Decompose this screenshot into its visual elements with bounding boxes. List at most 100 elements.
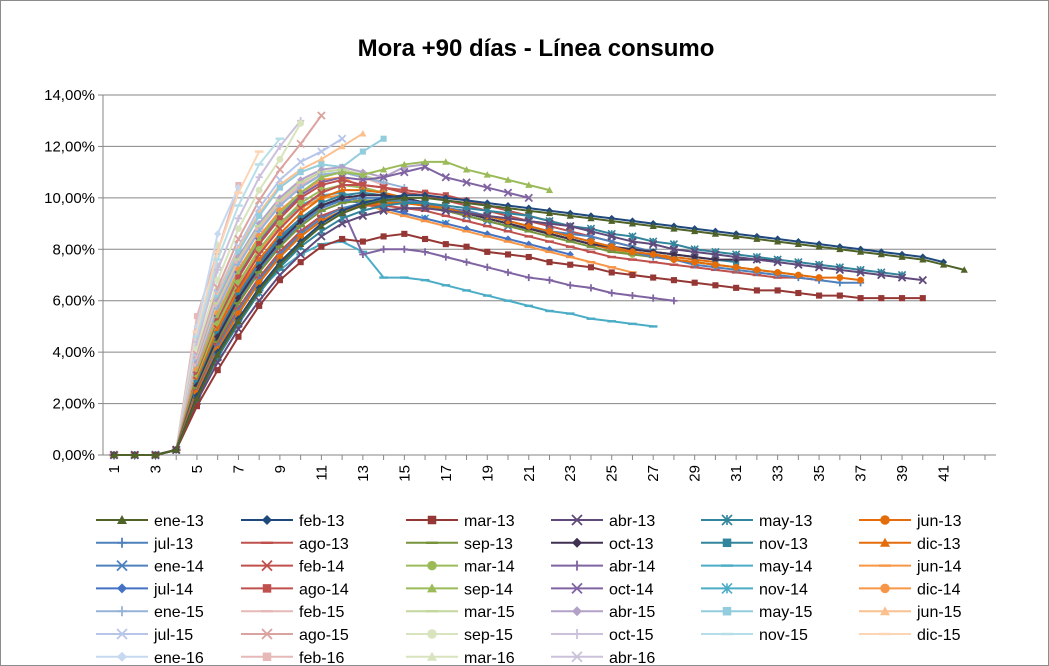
- data-point: [117, 606, 127, 617]
- data-point: [338, 163, 346, 171]
- data-point: [262, 515, 272, 525]
- data-point: [773, 257, 782, 267]
- data-point: [235, 225, 242, 233]
- data-point: [255, 235, 263, 242]
- legend-label: dic-14: [917, 581, 961, 598]
- legend-label: jun-15: [916, 604, 962, 621]
- legend-label: abr-14: [609, 559, 655, 576]
- data-point: [255, 186, 263, 194]
- data-point: [880, 606, 890, 616]
- data-point: [427, 629, 437, 639]
- data-point: [401, 187, 408, 194]
- data-point: [566, 221, 575, 231]
- data-point: [649, 294, 657, 302]
- series-line: [114, 114, 323, 456]
- series-line: [114, 232, 923, 456]
- data-point: [629, 248, 636, 256]
- data-point: [420, 203, 430, 213]
- data-point: [317, 201, 325, 210]
- data-point: [628, 291, 637, 300]
- data-point: [317, 194, 325, 201]
- legend-label: jul-15: [153, 627, 193, 644]
- data-point: [297, 217, 305, 225]
- data-point: [628, 219, 637, 227]
- legend-item: feb-14: [241, 559, 344, 576]
- data-point: [648, 239, 658, 249]
- data-point: [572, 560, 582, 571]
- data-point: [317, 222, 325, 230]
- data-point: [296, 139, 305, 149]
- series-line: [114, 207, 923, 456]
- data-point: [379, 173, 388, 182]
- data-point: [441, 206, 451, 215]
- data-point: [110, 451, 118, 458]
- data-point: [629, 271, 636, 279]
- data-point: [524, 216, 533, 226]
- data-point: [567, 261, 574, 268]
- data-point: [275, 165, 285, 174]
- data-point: [880, 515, 890, 525]
- legend-item: nov-15: [701, 627, 808, 644]
- data-point: [317, 111, 326, 120]
- data-point: [297, 176, 305, 184]
- x-tick-label: 15: [396, 465, 413, 482]
- data-point: [235, 333, 242, 340]
- data-point: [442, 196, 450, 204]
- y-tick-label: 2,00%: [52, 396, 95, 413]
- data-point: [193, 403, 201, 410]
- data-point: [504, 251, 512, 258]
- data-point: [255, 173, 263, 181]
- data-point: [483, 263, 491, 271]
- data-point: [670, 256, 678, 263]
- data-point: [753, 235, 761, 242]
- legend-item: ene-14: [96, 559, 204, 576]
- legend-label: jul-14: [153, 581, 193, 598]
- data-point: [545, 219, 554, 228]
- data-point: [427, 560, 437, 571]
- data-point: [339, 235, 346, 243]
- data-point: [691, 258, 699, 266]
- legend-label: may-13: [759, 513, 812, 530]
- legend-item: abr-14: [551, 559, 655, 576]
- data-point: [276, 230, 284, 237]
- x-tick-label: 35: [811, 465, 828, 482]
- x-tick-label: 9: [272, 465, 289, 473]
- data-point: [379, 183, 388, 192]
- data-point: [441, 173, 451, 182]
- data-point: [857, 295, 864, 302]
- data-point: [483, 211, 492, 221]
- legend-item: abr-15: [551, 604, 655, 621]
- legend-item: mar-14: [406, 559, 515, 576]
- legend-item: ene-16: [96, 650, 204, 665]
- data-point: [649, 222, 657, 230]
- x-tick-label: 29: [687, 465, 704, 482]
- data-point: [442, 253, 450, 261]
- y-tick-label: 10,00%: [44, 190, 95, 207]
- legend-label: ago-14: [299, 581, 349, 598]
- legend-label: abr-16: [609, 650, 655, 665]
- data-point: [566, 212, 574, 219]
- data-point: [731, 252, 741, 262]
- data-point: [359, 191, 367, 199]
- x-tick-label: 25: [604, 465, 621, 482]
- data-point: [401, 230, 408, 237]
- data-point: [117, 651, 127, 662]
- data-point: [836, 245, 844, 253]
- data-point: [815, 274, 823, 281]
- legend-item: ago-15: [241, 627, 349, 644]
- legend-label: jun-13: [916, 513, 962, 530]
- data-point: [337, 180, 347, 190]
- data-point: [296, 250, 305, 259]
- data-point: [358, 180, 368, 190]
- legend-item: oct-13: [551, 536, 654, 553]
- data-point: [503, 214, 513, 223]
- data-point: [337, 219, 347, 228]
- data-point: [733, 284, 740, 291]
- chart-title: Mora +90 días - Línea consumo: [358, 35, 715, 62]
- data-point: [422, 235, 429, 243]
- data-point: [276, 142, 284, 151]
- legend-label: mar-16: [464, 650, 515, 665]
- legend-item: dic-15: [859, 627, 961, 644]
- x-tick-label: 37: [853, 465, 870, 482]
- legend-label: may-15: [759, 604, 812, 621]
